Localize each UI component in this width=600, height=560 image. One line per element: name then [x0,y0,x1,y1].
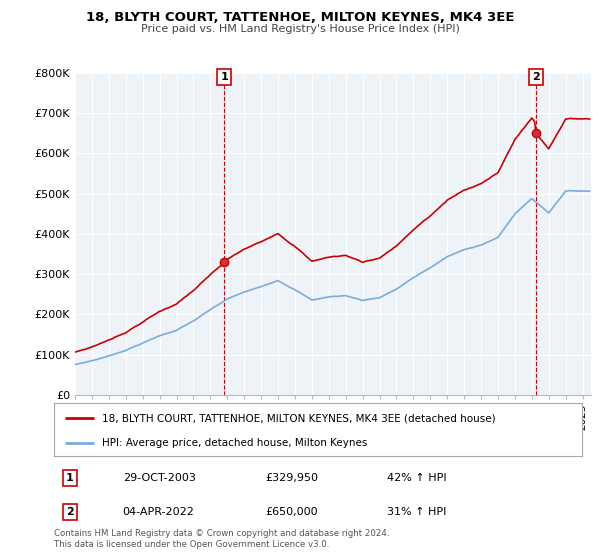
Text: 1: 1 [221,72,228,82]
Text: 18, BLYTH COURT, TATTENHOE, MILTON KEYNES, MK4 3EE (detached house): 18, BLYTH COURT, TATTENHOE, MILTON KEYNE… [101,413,495,423]
Text: 42% ↑ HPI: 42% ↑ HPI [386,473,446,483]
Text: 2: 2 [532,72,540,82]
Text: 1: 1 [66,473,74,483]
Text: 04-APR-2022: 04-APR-2022 [122,507,194,517]
Text: Price paid vs. HM Land Registry's House Price Index (HPI): Price paid vs. HM Land Registry's House … [140,24,460,34]
Text: £650,000: £650,000 [265,507,318,517]
Text: 2: 2 [66,507,74,517]
Text: 29-OCT-2003: 29-OCT-2003 [122,473,196,483]
Text: £329,950: £329,950 [265,473,318,483]
Text: HPI: Average price, detached house, Milton Keynes: HPI: Average price, detached house, Milt… [101,438,367,448]
Text: 31% ↑ HPI: 31% ↑ HPI [386,507,446,517]
Text: 18, BLYTH COURT, TATTENHOE, MILTON KEYNES, MK4 3EE: 18, BLYTH COURT, TATTENHOE, MILTON KEYNE… [86,11,514,24]
Text: Contains HM Land Registry data © Crown copyright and database right 2024.
This d: Contains HM Land Registry data © Crown c… [54,529,389,549]
